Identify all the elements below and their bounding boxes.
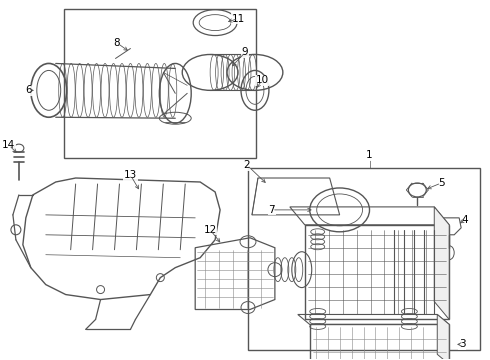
Text: 4: 4: [462, 215, 468, 225]
Polygon shape: [437, 315, 449, 360]
Bar: [248, 168, 480, 350]
Polygon shape: [434, 207, 449, 319]
Text: 13: 13: [124, 170, 137, 180]
Text: 8: 8: [113, 37, 120, 48]
Text: 6: 6: [25, 85, 32, 95]
Text: 11: 11: [231, 14, 245, 24]
Text: 12: 12: [203, 225, 217, 235]
Bar: [64, 9, 256, 158]
Text: 9: 9: [242, 48, 248, 58]
Text: 10: 10: [255, 75, 269, 85]
Bar: [305, 225, 449, 319]
Text: 2: 2: [244, 160, 250, 170]
Text: 1: 1: [366, 150, 373, 160]
Text: 3: 3: [459, 339, 466, 349]
Text: 14: 14: [2, 140, 16, 150]
Text: 7: 7: [269, 205, 275, 215]
Bar: [310, 324, 449, 360]
Text: 5: 5: [438, 178, 444, 188]
